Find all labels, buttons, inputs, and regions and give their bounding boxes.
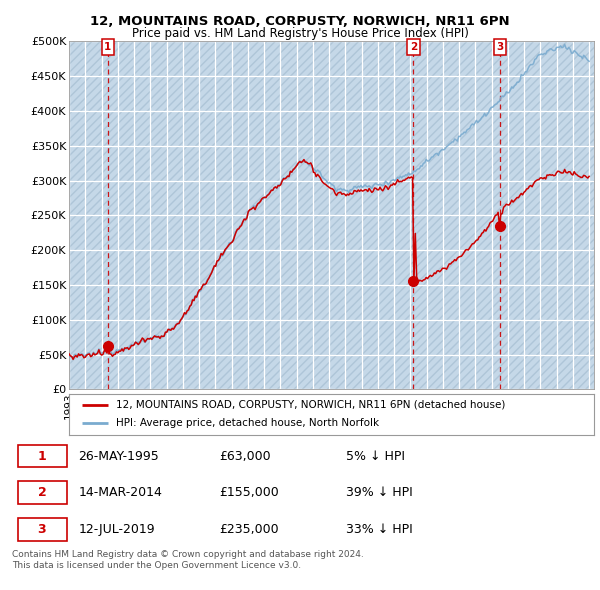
Text: £155,000: £155,000 xyxy=(220,486,279,499)
Text: 12-JUL-2019: 12-JUL-2019 xyxy=(78,523,155,536)
Text: 1: 1 xyxy=(104,42,112,52)
Text: 26-MAY-1995: 26-MAY-1995 xyxy=(78,450,159,463)
Text: 12, MOUNTAINS ROAD, CORPUSTY, NORWICH, NR11 6PN: 12, MOUNTAINS ROAD, CORPUSTY, NORWICH, N… xyxy=(90,15,510,28)
FancyBboxPatch shape xyxy=(18,518,67,540)
Text: 3: 3 xyxy=(496,42,503,52)
Text: 3: 3 xyxy=(38,523,46,536)
Text: 39% ↓ HPI: 39% ↓ HPI xyxy=(346,486,413,499)
Text: 14-MAR-2014: 14-MAR-2014 xyxy=(78,486,162,499)
FancyBboxPatch shape xyxy=(18,481,67,504)
Text: HPI: Average price, detached house, North Norfolk: HPI: Average price, detached house, Nort… xyxy=(116,418,379,428)
Text: 5% ↓ HPI: 5% ↓ HPI xyxy=(346,450,405,463)
Text: Price paid vs. HM Land Registry's House Price Index (HPI): Price paid vs. HM Land Registry's House … xyxy=(131,27,469,40)
Text: 2: 2 xyxy=(410,42,417,52)
Text: 12, MOUNTAINS ROAD, CORPUSTY, NORWICH, NR11 6PN (detached house): 12, MOUNTAINS ROAD, CORPUSTY, NORWICH, N… xyxy=(116,399,506,409)
Text: 33% ↓ HPI: 33% ↓ HPI xyxy=(346,523,413,536)
Text: £63,000: £63,000 xyxy=(220,450,271,463)
Text: £235,000: £235,000 xyxy=(220,523,279,536)
FancyBboxPatch shape xyxy=(18,445,67,467)
Text: 1: 1 xyxy=(38,450,46,463)
Text: Contains HM Land Registry data © Crown copyright and database right 2024.
This d: Contains HM Land Registry data © Crown c… xyxy=(12,550,364,570)
Text: 2: 2 xyxy=(38,486,46,499)
